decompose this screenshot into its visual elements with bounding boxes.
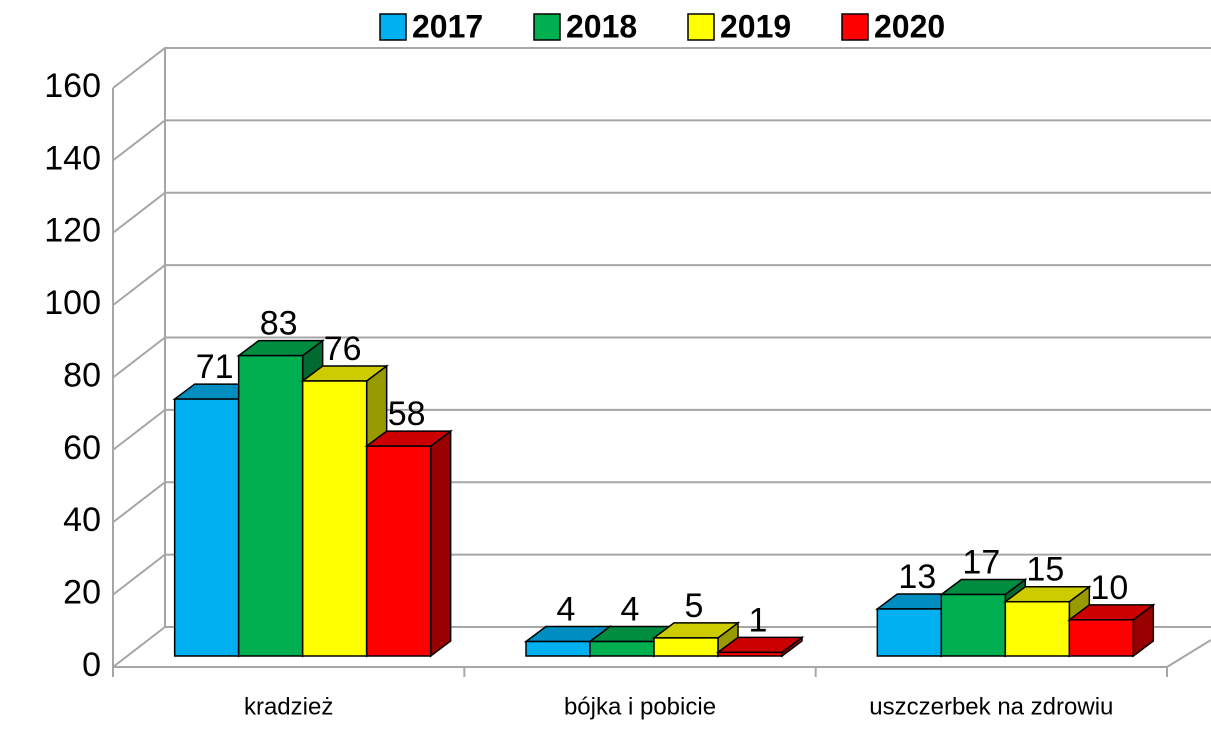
grid-line (112, 336, 1211, 379)
bar-front (876, 608, 943, 657)
grid-line (112, 191, 1211, 234)
value-label: 10 (1090, 569, 1128, 607)
bar-front (365, 445, 432, 657)
grid-line (112, 481, 1211, 524)
legend-label: 2019 (720, 8, 791, 44)
value-label: 76 (324, 330, 362, 368)
grid-line (112, 553, 1211, 596)
y-tick-label: 20 (63, 574, 101, 612)
value-label: 13 (898, 558, 936, 596)
legend-swatch (379, 13, 407, 41)
value-label: 71 (196, 348, 234, 386)
legend-swatch (533, 13, 561, 41)
bar-front (653, 637, 719, 657)
bar-front (1068, 619, 1135, 657)
bar-front (1004, 600, 1071, 657)
bar-front (940, 593, 1007, 657)
legend-label: 2020 (874, 8, 945, 44)
grid-line (112, 119, 1211, 162)
bar-front (717, 651, 783, 657)
bar (715, 635, 805, 658)
bar-front (589, 640, 655, 657)
y-tick-label: 140 (44, 139, 101, 177)
legend-label: 2018 (566, 8, 637, 44)
legend-label: 2017 (412, 8, 483, 44)
y-tick-label: 60 (63, 429, 101, 467)
value-label: 4 (557, 591, 576, 629)
value-label: 15 (1026, 551, 1064, 589)
x-tick-label: kradzież (244, 693, 333, 720)
bar-side (429, 429, 452, 658)
value-label: 5 (685, 587, 704, 625)
bar-front (237, 354, 304, 657)
grid-line (112, 47, 1211, 89)
legend-swatch (841, 13, 869, 41)
floor-edge (1166, 639, 1211, 668)
value-label: 17 (962, 543, 1000, 581)
y-tick-label: 120 (44, 212, 101, 250)
grid-line (112, 408, 1211, 451)
value-label: 1 (749, 601, 768, 639)
legend-swatch (687, 13, 715, 41)
value-label: 58 (388, 395, 426, 433)
bar (1067, 603, 1156, 658)
y-tick-label: 80 (63, 356, 101, 394)
x-tick-label: bójka i pobicie (564, 693, 716, 720)
y-tick-label: 40 (63, 501, 101, 539)
value-label: 83 (260, 305, 298, 343)
x-tick-label: uszczerbek na zdrowiu (869, 693, 1113, 720)
bar-front (301, 380, 368, 657)
value-label: 4 (621, 591, 640, 629)
grid-line (112, 626, 1211, 668)
bar-front (525, 640, 591, 657)
grid-line (112, 264, 1211, 306)
bar-front (173, 398, 240, 657)
y-tick-label: 0 (82, 646, 101, 684)
y-tick-label: 100 (44, 284, 101, 322)
bar (364, 429, 453, 658)
y-tick-label: 160 (44, 67, 101, 105)
